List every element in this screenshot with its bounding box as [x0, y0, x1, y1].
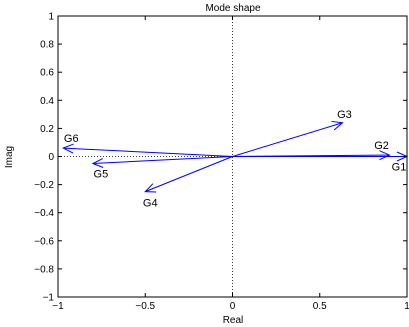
x-tick-label: −0.5: [135, 301, 155, 312]
vector-g3: [232, 120, 344, 157]
vector-label-g3: G3: [337, 109, 352, 121]
vector-label-g1: G1: [392, 162, 407, 174]
vector-label-g2: G2: [374, 140, 389, 152]
y-tick-label: 1: [48, 12, 54, 23]
y-tick-label: 0.2: [40, 124, 54, 135]
x-tick-label: 1: [404, 301, 409, 312]
y-axis-label: Imag: [4, 146, 15, 168]
vector-label-g4: G4: [143, 198, 158, 210]
vector-g6: [62, 143, 233, 157]
y-tick-label: −0.4: [34, 208, 54, 219]
vector-arrowhead: [91, 158, 104, 168]
vector-line: [63, 147, 233, 157]
vector-arrowhead: [144, 183, 157, 193]
vector-g5: [91, 156, 233, 168]
y-tick-label: 0.4: [40, 96, 54, 107]
y-tick-label: −0.8: [34, 264, 54, 275]
vector-label-g5: G5: [94, 169, 109, 181]
y-tick-label: 0: [48, 152, 54, 163]
x-tick-label: −1: [52, 301, 64, 312]
vectors: [62, 120, 409, 193]
vector-line: [92, 156, 233, 165]
x-tick-label: 0: [230, 301, 236, 312]
vector-g4: [144, 156, 233, 193]
vector-line: [145, 156, 233, 193]
y-tick-label: −0.2: [34, 180, 54, 191]
y-tick-label: 0.6: [40, 68, 54, 79]
vector-line: [232, 154, 390, 157]
y-tick-label: −0.6: [34, 236, 54, 247]
x-tick-label: 0.5: [313, 301, 327, 312]
y-tick-label: 0.8: [40, 40, 54, 51]
x-axis-label: Real: [223, 315, 244, 326]
y-tick-label: −1: [43, 293, 55, 304]
vector-arrowhead: [331, 120, 344, 131]
vector-g2: [232, 150, 391, 161]
chart-title: Mode shape: [205, 3, 260, 14]
vector-line: [232, 122, 343, 157]
vector-arrowhead: [379, 150, 391, 161]
vector-arrowhead: [62, 143, 74, 154]
axes: −1 −0.5 0 0.5 1 −1 −0.8 −0.6 −0.4 −0.2 0 0.2 0.4 0.6 0…: [34, 12, 409, 313]
vector-label-g6: G6: [64, 133, 79, 145]
